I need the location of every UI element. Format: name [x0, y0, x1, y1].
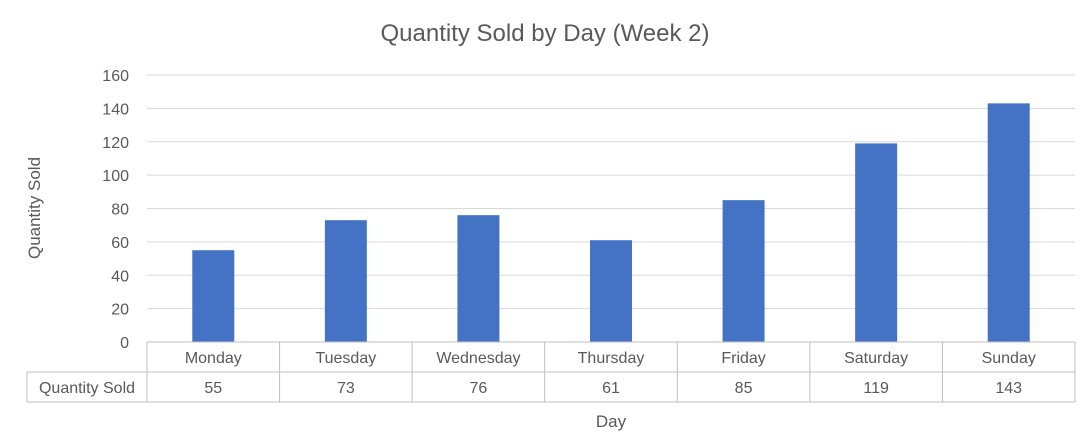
y-tick-label: 140	[102, 101, 129, 118]
x-category-label: Tuesday	[315, 350, 376, 367]
table-value-cell: 85	[735, 380, 753, 397]
x-category-label: Sunday	[982, 350, 1036, 367]
x-category-label: Saturday	[844, 350, 908, 367]
y-tick-label: 60	[111, 235, 129, 252]
bar-tuesday	[324, 220, 367, 342]
y-tick-label: 120	[102, 135, 129, 152]
table-value-cell: 119	[863, 380, 889, 397]
bar-sunday	[987, 103, 1030, 343]
bar-thursday	[590, 240, 632, 342]
table-value-cell: 61	[602, 380, 620, 397]
x-category-label: Thursday	[578, 350, 645, 367]
x-category-label: Wednesday	[436, 350, 520, 367]
table-value-cell: 55	[204, 380, 222, 397]
y-tick-label: 0	[120, 335, 129, 352]
table-series-label: Quantity Sold	[39, 380, 135, 397]
y-tick-label: 20	[111, 302, 129, 319]
data-table: Monday Tuesday Wednesday Thursday Friday Satu…	[26, 341, 1076, 403]
x-category-label: Friday	[721, 350, 765, 367]
bars	[192, 103, 1030, 343]
table-value-cell: 73	[337, 380, 355, 397]
bar-friday	[722, 200, 765, 342]
y-tick-label: 160	[102, 68, 129, 85]
x-category-label: Monday	[185, 350, 242, 367]
bar-saturday	[855, 143, 898, 342]
bar-monday	[192, 250, 235, 342]
y-axis-ticks: 0 20 40 60 80 100 120 140 160	[102, 68, 129, 352]
y-tick-label: 80	[111, 202, 129, 219]
table-value-cell: 143	[995, 380, 1022, 397]
chart-title: Quantity Sold by Day (Week 2)	[380, 20, 709, 47]
x-axis-title: Day	[596, 412, 627, 431]
y-tick-label: 40	[111, 268, 129, 285]
y-tick-label: 100	[102, 168, 129, 185]
bar-wednesday	[457, 215, 500, 342]
y-axis-title: Quantity Sold	[25, 157, 44, 259]
table-value-cell: 76	[470, 380, 488, 397]
